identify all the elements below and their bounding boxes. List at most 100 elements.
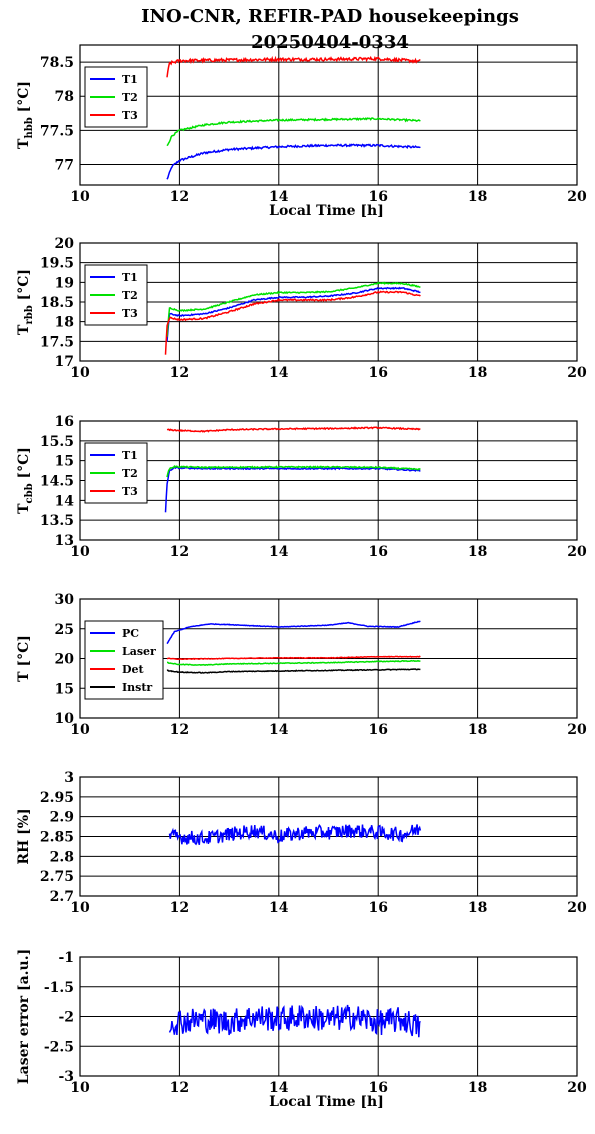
series-line-series-1 (168, 1004, 421, 1038)
y-tick-label: 17 (55, 354, 74, 370)
y-tick-label: 77 (55, 158, 74, 174)
series-line-t2 (166, 281, 421, 337)
plot-frame (79, 44, 578, 186)
series-line-pc (166, 620, 421, 645)
x-tick-label: 10 (70, 189, 90, 205)
x-tick-label: 18 (468, 900, 487, 916)
x-tick-label: 16 (368, 544, 387, 560)
x-tick-label: 12 (170, 1080, 189, 1096)
x-tick-label: 16 (368, 189, 387, 205)
legend-label-t2: T2 (122, 467, 138, 480)
plot-frame (79, 242, 578, 362)
plot-frame (79, 598, 578, 719)
series-line-instr (166, 668, 421, 674)
x-tick-label: 18 (468, 189, 487, 205)
x-tick-label: 14 (269, 900, 289, 916)
panel-5: 2.7 2.75 2.8 2.85 2.9 2.95 3 10 12 14 16 18 20 RH [%] (16, 770, 587, 916)
y-tick-label: 25 (55, 622, 74, 638)
y-tick-label: 18.5 (40, 295, 74, 311)
y-tick-label: 14.5 (40, 474, 74, 490)
x-tick-label: 10 (70, 544, 90, 560)
y-axis-label: Laser error [a.u.] (16, 949, 32, 1084)
series-line-t2 (166, 465, 421, 478)
y-tick-label: 2.75 (40, 869, 74, 885)
series-line-t3 (164, 290, 421, 355)
y-tick-label: 13.5 (40, 513, 74, 529)
legend: T1 T2 T3 (84, 442, 148, 504)
y-tick-label: 20 (55, 236, 75, 252)
legend: T1 T2 T3 (84, 264, 148, 326)
y-axis-label: T [°C] (16, 635, 32, 682)
x-tick-label: 20 (567, 365, 587, 381)
y-axis-label: Tcbb [°C] (16, 447, 35, 514)
y-tick-label: 3 (64, 770, 74, 786)
legend-label-t1: T1 (122, 73, 138, 86)
x-tick-label: 18 (468, 722, 487, 738)
legend-label-t3: T3 (122, 109, 138, 122)
chart-title: INO-CNR, REFIR-PAD housekeepings (141, 6, 519, 27)
y-tick-label: -1 (58, 950, 74, 966)
y-tick-label: 17.5 (40, 334, 74, 350)
x-tick-label: 12 (170, 189, 189, 205)
y-tick-label: 2.9 (50, 810, 74, 826)
y-tick-label: -1.5 (44, 980, 74, 996)
series-line-t1 (166, 286, 421, 342)
plot-frame (79, 776, 578, 897)
legend-label-pc: PC (122, 627, 139, 640)
y-axis-label: Thbb [°C] (16, 81, 35, 149)
y-tick-label: -2 (58, 1010, 74, 1026)
x-tick-label: 20 (567, 722, 587, 738)
legend: PC Laser Det Instr (84, 620, 164, 700)
x-tick-label: 20 (567, 1080, 587, 1096)
y-tick-label: -3 (58, 1069, 74, 1085)
x-tick-label: 12 (170, 722, 189, 738)
series-line-t3 (166, 55, 421, 78)
y-tick-label: 14 (55, 493, 75, 509)
y-tick-label: 2.8 (50, 849, 74, 865)
plot-frame (79, 420, 578, 541)
panel-6: -3 -2.5 -2 -1.5 -1 10 12 14 16 18 20 Local Time [h]… (16, 949, 587, 1110)
series-line-t2 (166, 116, 421, 147)
x-tick-label: 14 (269, 365, 289, 381)
y-tick-label: 30 (55, 592, 75, 608)
y-tick-label: 19 (55, 275, 74, 291)
series-line-t1 (166, 143, 421, 180)
panel-3: 13 13.5 14 14.5 15 15.5 16 10 12 14 16 18 20 Tcbb [°C… (16, 414, 587, 560)
x-tick-label: 14 (269, 722, 289, 738)
y-tick-label: 13 (55, 533, 74, 549)
x-tick-label: 14 (269, 544, 289, 560)
legend-label-instr: Instr (122, 681, 152, 694)
series-line-series-1 (168, 824, 422, 846)
x-tick-label: 16 (368, 900, 387, 916)
legend-label-t2: T2 (122, 91, 138, 104)
legend-label-t1: T1 (122, 271, 138, 284)
y-tick-label: 78 (55, 89, 74, 105)
y-tick-label: 2.7 (50, 889, 74, 905)
x-axis-label: Local Time [h] (269, 203, 384, 219)
y-tick-label: 18 (55, 315, 74, 331)
y-tick-label: 77.5 (40, 123, 74, 139)
x-tick-label: 20 (567, 900, 587, 916)
x-tick-label: 16 (368, 365, 387, 381)
legend-label-t3: T3 (122, 485, 138, 498)
y-tick-label: 2.95 (40, 790, 74, 806)
panel-4: 10 15 20 25 30 10 12 14 16 18 20 T [°C] PC Laser Det In… (16, 592, 587, 738)
y-tick-label: 15.5 (40, 434, 74, 450)
y-tick-label: 16 (55, 414, 74, 430)
y-tick-label: 20 (55, 652, 75, 668)
legend: T1 T2 T3 (84, 66, 148, 128)
x-tick-label: 18 (468, 544, 487, 560)
x-tick-label: 14 (269, 189, 289, 205)
x-tick-label: 10 (70, 365, 90, 381)
legend-label-t1: T1 (122, 449, 138, 462)
panel-2: 17 17.5 18 18.5 19 19.5 20 10 12 14 16 18 20 Trbb [°C… (16, 236, 587, 381)
legend-label-t3: T3 (122, 307, 138, 320)
y-tick-label: 2.85 (40, 830, 74, 846)
chart-subtitle: 20250404-0334 (251, 32, 409, 53)
panels: 77 77.5 78 78.5 10 12 14 16 18 20 Local Time [h] Th… (16, 44, 587, 1110)
x-tick-label: 20 (567, 544, 587, 560)
series-line-t1 (164, 466, 421, 513)
legend-label-det: Det (122, 663, 145, 676)
plot-frame (79, 956, 578, 1077)
